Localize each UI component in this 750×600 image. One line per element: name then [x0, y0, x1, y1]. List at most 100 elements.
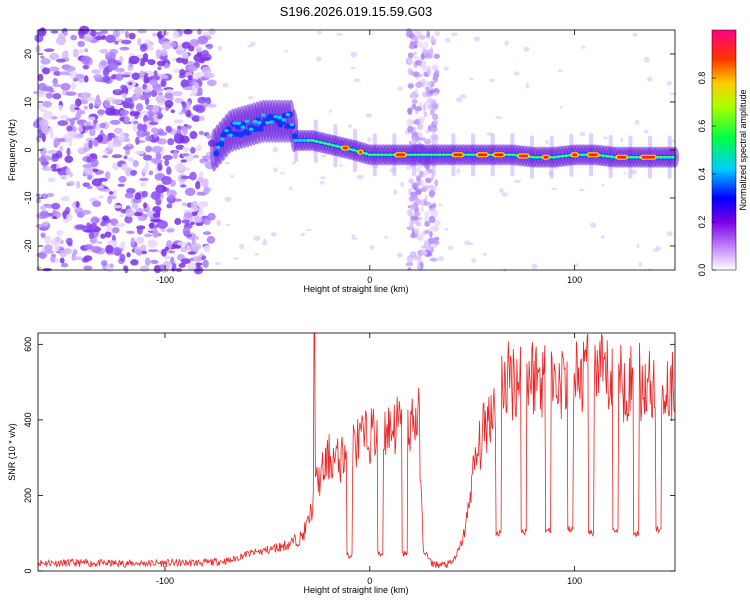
noise-blob	[197, 28, 202, 35]
noise-blob	[77, 125, 84, 133]
band-blob	[425, 138, 431, 144]
noise-blob	[551, 187, 557, 190]
ridge-core	[269, 120, 274, 124]
noise-blob	[183, 86, 193, 91]
ridge-core	[530, 155, 535, 159]
band-blob	[430, 102, 439, 109]
ridge-core	[245, 129, 252, 136]
noise-blob	[175, 50, 182, 54]
noise-blob	[113, 127, 123, 135]
band-blob	[417, 165, 422, 169]
band-blob	[410, 252, 416, 256]
noise-blob	[336, 32, 343, 36]
band-blob	[407, 52, 414, 59]
band-blob	[433, 219, 441, 227]
ridge-peak	[518, 154, 529, 158]
noise-blob	[581, 45, 586, 49]
band-blob	[412, 71, 420, 78]
noise-blob	[179, 69, 186, 76]
noise-blob	[101, 75, 111, 83]
noise-blob	[172, 30, 180, 39]
noise-blob	[42, 221, 49, 227]
noise-blob	[201, 49, 209, 57]
noise-blob	[328, 109, 333, 113]
noise-blob	[44, 235, 51, 244]
noise-blob	[397, 252, 403, 258]
noise-blob	[288, 186, 293, 191]
noise-blob	[124, 30, 129, 39]
noise-blob	[356, 174, 364, 180]
ridge-core	[252, 120, 258, 124]
band-blob	[429, 36, 434, 42]
band-blob	[414, 88, 418, 96]
noise-blob	[65, 91, 77, 96]
noise-blob	[190, 200, 199, 210]
noise-blob	[75, 200, 80, 208]
band-blob	[429, 257, 438, 262]
ridge-core	[656, 156, 661, 159]
noise-blob	[123, 155, 128, 160]
noise-blob	[400, 181, 405, 187]
noise-blob	[173, 68, 180, 74]
band-blob	[407, 125, 414, 133]
noise-blob	[124, 192, 134, 199]
noise-blob	[224, 196, 232, 202]
ridge-core	[337, 145, 341, 148]
noise-blob	[215, 261, 221, 266]
noise-blob	[74, 224, 86, 230]
noise-blob	[65, 167, 71, 175]
ridge-core	[423, 153, 427, 156]
noise-blob	[185, 167, 191, 172]
noise-blob	[165, 239, 173, 249]
noise-blob	[175, 144, 185, 150]
noise-blob	[384, 235, 389, 239]
noise-blob	[147, 239, 158, 248]
noise-blob	[181, 102, 187, 109]
noise-blob	[145, 135, 153, 142]
noise-blob	[602, 136, 609, 140]
ridge-core	[377, 153, 381, 156]
noise-blob	[157, 92, 163, 96]
ridge-core	[306, 139, 311, 142]
noise-blob	[155, 94, 167, 104]
noise-blob	[102, 215, 109, 222]
noise-blob	[119, 213, 124, 218]
noise-blob	[195, 46, 203, 53]
noise-blob	[44, 244, 53, 252]
ridge-core	[432, 153, 437, 156]
band-blob	[424, 220, 430, 227]
noise-blob	[164, 246, 170, 251]
noise-blob	[141, 190, 148, 198]
noise-blob	[166, 203, 173, 209]
noise-blob	[124, 215, 133, 224]
noise-blob	[139, 45, 147, 52]
noise-blob	[134, 150, 145, 155]
ridge-peak	[572, 153, 578, 157]
noise-blob	[161, 175, 172, 185]
noise-blob	[75, 98, 82, 107]
noise-blob	[149, 222, 155, 229]
ridge-peak	[477, 153, 488, 157]
band-blob	[415, 81, 423, 89]
noise-blob	[128, 82, 133, 86]
noise-blob	[156, 138, 167, 145]
ridge-core	[236, 121, 241, 125]
noise-blob	[647, 76, 653, 82]
noise-blob	[393, 189, 398, 195]
noise-blob	[352, 237, 358, 240]
noise-blob	[495, 115, 502, 120]
ridge-core	[328, 143, 332, 146]
band-blob	[407, 107, 413, 116]
noise-blob	[353, 78, 361, 83]
ridge-core	[232, 121, 237, 125]
noise-blob	[141, 250, 148, 255]
noise-blob	[544, 139, 549, 144]
noise-blob	[128, 55, 140, 65]
noise-blob	[150, 190, 161, 200]
ridge-core	[349, 148, 354, 151]
ridge-peak	[359, 150, 363, 154]
noise-blob	[77, 49, 84, 54]
x-tick-label: -100	[156, 275, 174, 285]
noise-blob	[59, 115, 69, 119]
noise-blob	[194, 82, 200, 89]
